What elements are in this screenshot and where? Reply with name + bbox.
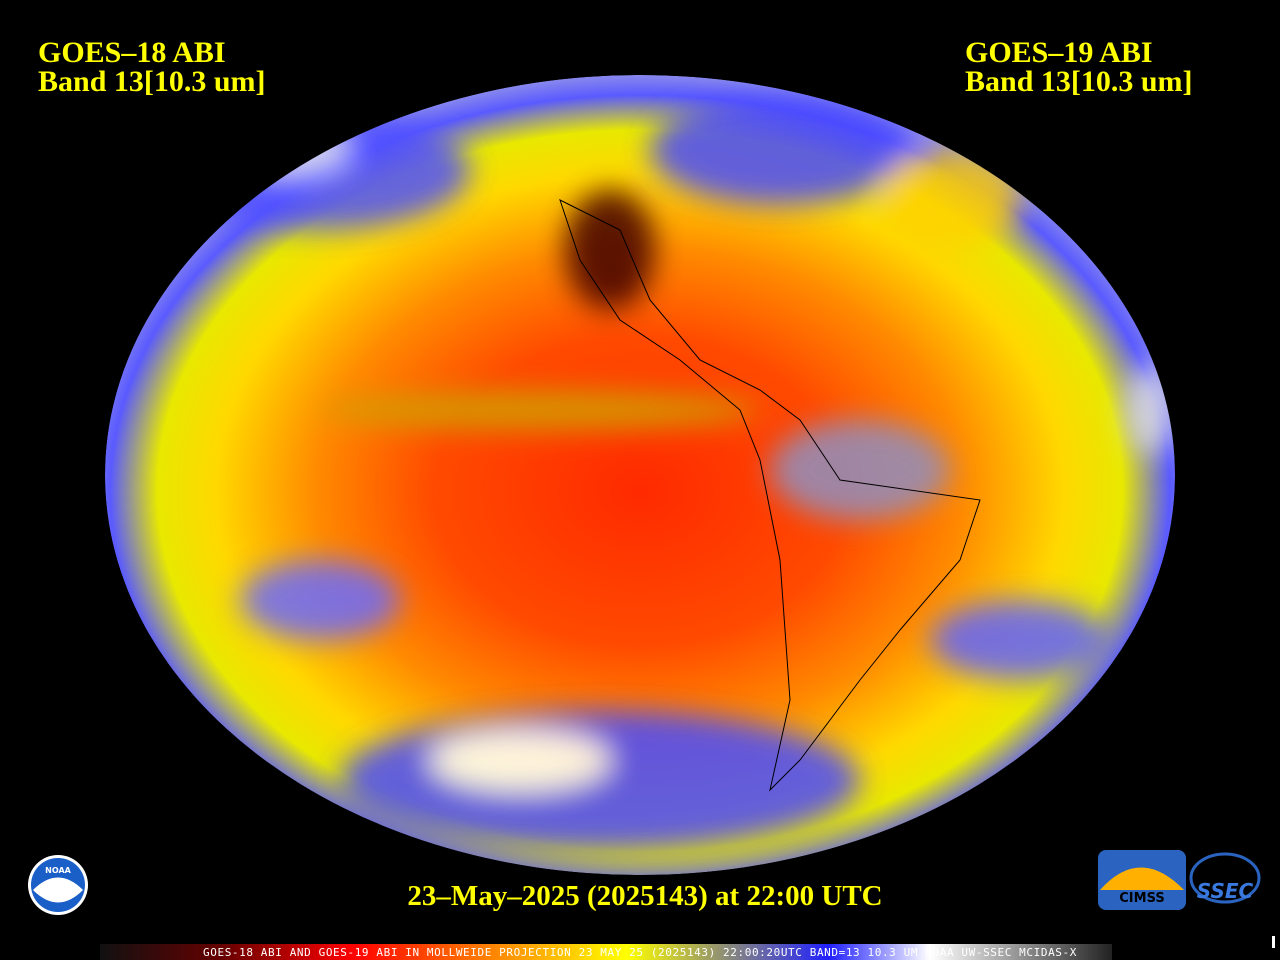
coastline bbox=[559, 199, 981, 792]
left-band: Band 13[10.3 um] bbox=[38, 65, 266, 98]
ssec-logo: SSEC bbox=[1189, 852, 1261, 904]
footer-caption: GOES-18 ABI AND GOES-19 ABI IN MOLLWEIDE… bbox=[203, 946, 1077, 959]
noaa-logo: NOAA bbox=[28, 855, 88, 915]
cimss-logo: CIMSS bbox=[1098, 850, 1186, 910]
satellite-globe bbox=[105, 75, 1175, 875]
timestamp: 23–May–2025 (2025143) at 22:00 UTC bbox=[407, 880, 882, 912]
ssec-text: SSEC bbox=[1197, 879, 1254, 903]
color-bar bbox=[100, 944, 1112, 960]
right-title: GOES–19 ABI bbox=[965, 36, 1153, 69]
cimss-text: CIMSS bbox=[1119, 891, 1164, 906]
right-band: Band 13[10.3 um] bbox=[965, 65, 1193, 98]
corner-marker bbox=[1272, 936, 1275, 948]
left-title: GOES–18 ABI bbox=[38, 36, 226, 69]
noaa-text: NOAA bbox=[45, 866, 71, 875]
